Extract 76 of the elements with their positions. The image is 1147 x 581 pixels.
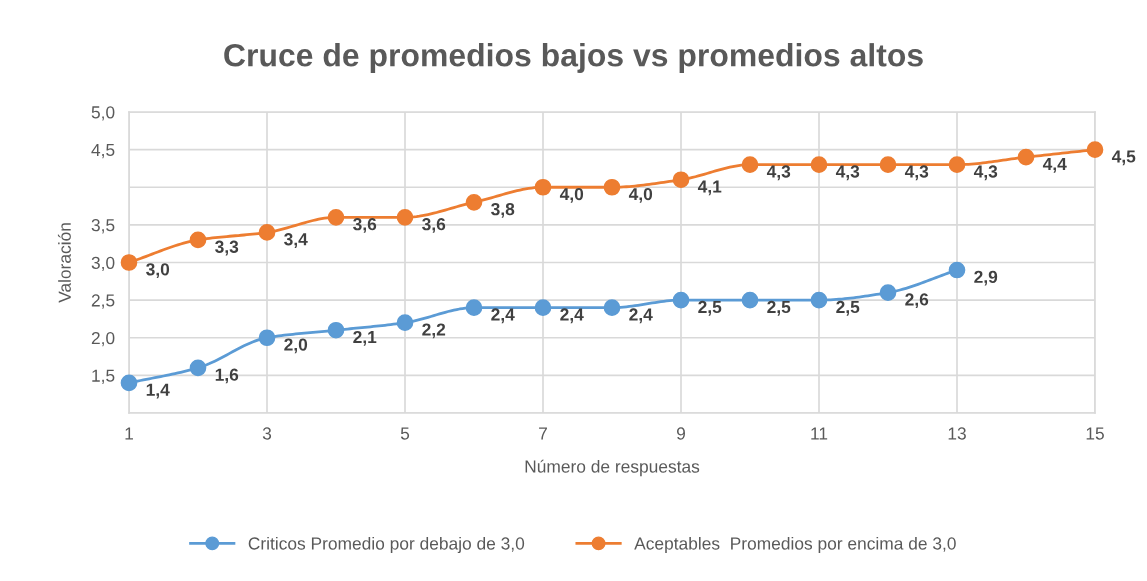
data-label: 2,6 xyxy=(905,293,929,309)
y-tick-label: 3,0 xyxy=(91,256,115,272)
point xyxy=(327,321,345,339)
point xyxy=(1017,148,1035,166)
point xyxy=(120,374,138,392)
point xyxy=(120,254,138,271)
y-tick-label: 2,0 xyxy=(91,331,115,347)
point xyxy=(258,329,276,347)
point xyxy=(948,261,966,279)
point xyxy=(396,209,414,226)
data-label: 2,1 xyxy=(353,330,377,346)
point xyxy=(396,314,414,332)
point xyxy=(189,231,207,249)
point xyxy=(672,171,690,189)
data-label: 4,4 xyxy=(1042,158,1067,173)
data-label: 4,1 xyxy=(697,180,722,196)
x-tick-label: 15 xyxy=(1086,427,1104,440)
data-label: 3,3 xyxy=(215,240,239,256)
y-tick-label: 1,5 xyxy=(92,369,115,384)
data-label: 4,0 xyxy=(559,187,584,203)
data-label: 1,6 xyxy=(215,368,239,384)
data-label: 1,4 xyxy=(146,383,170,399)
data-label: 2,4 xyxy=(560,308,584,324)
y-tick-label: 3,5 xyxy=(91,219,115,234)
point xyxy=(189,359,207,377)
point xyxy=(603,178,621,196)
point xyxy=(603,299,621,316)
legend-label: Criticos Promedio por debajo de 3,0 xyxy=(248,536,525,554)
x-tick-label: 9 xyxy=(676,427,686,440)
x-tick-label: 3 xyxy=(262,427,272,440)
point xyxy=(741,156,759,174)
point xyxy=(327,209,345,226)
point xyxy=(534,299,552,316)
data-label: 2,5 xyxy=(836,300,860,316)
y-tick-label: 4,5 xyxy=(91,143,115,159)
point xyxy=(465,299,483,316)
data-label: 4,3 xyxy=(973,165,998,181)
data-label: 3,4 xyxy=(284,233,308,248)
legend-label: Aceptables Promedios por encima de 3,0 xyxy=(634,536,956,554)
x-tick-label: 5 xyxy=(400,427,410,440)
data-label: 2,4 xyxy=(491,308,515,324)
point xyxy=(258,224,276,241)
point xyxy=(810,156,828,174)
x-tick-label: 7 xyxy=(539,427,547,440)
data-label: 4,5 xyxy=(1111,150,1136,166)
point xyxy=(1086,141,1104,158)
data-label: 3,6 xyxy=(353,218,377,233)
point xyxy=(948,156,966,174)
data-label: 4,3 xyxy=(904,165,929,181)
point xyxy=(879,156,897,174)
data-label: 3,0 xyxy=(146,263,170,279)
data-label: 4,0 xyxy=(628,187,653,203)
data-label: 2,5 xyxy=(698,300,722,316)
point xyxy=(672,291,690,309)
x-tick-label: 11 xyxy=(811,427,828,440)
point xyxy=(465,193,483,211)
data-label: 2,9 xyxy=(974,270,998,286)
chart-title: Cruce de promedios bajos vs promedios altos xyxy=(224,43,923,73)
y-tick-label: 5,0 xyxy=(91,106,115,121)
x-axis-title: Número de respuestas xyxy=(525,459,700,477)
x-tick-label: 1 xyxy=(125,427,133,440)
data-label: 2,2 xyxy=(422,323,446,339)
y-axis-title: Valoración xyxy=(57,223,71,303)
data-label: 4,3 xyxy=(835,165,860,181)
data-label: 3,8 xyxy=(491,203,515,218)
point xyxy=(810,291,828,309)
data-label: 2,0 xyxy=(284,338,308,354)
data-label: 2,4 xyxy=(629,308,653,324)
data-label: 2,5 xyxy=(767,300,791,316)
data-label: 3,6 xyxy=(422,218,446,233)
data-label: 4,3 xyxy=(766,165,791,181)
x-tick-label: 13 xyxy=(948,427,966,440)
point xyxy=(534,178,552,196)
y-tick-label: 2,5 xyxy=(91,294,115,309)
point xyxy=(879,284,897,301)
point xyxy=(741,291,759,309)
